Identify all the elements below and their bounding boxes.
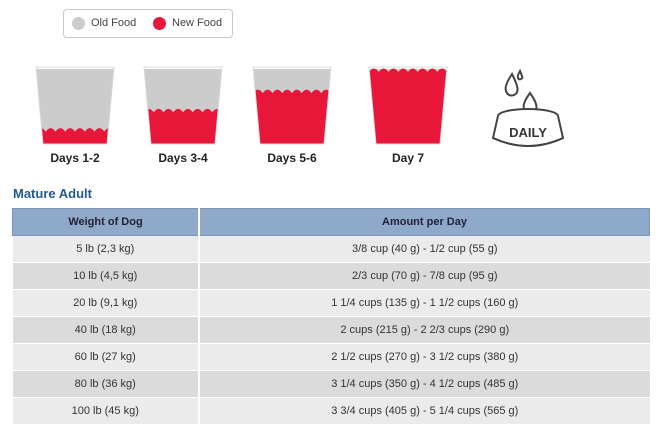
amount-cell: 3 3/4 cups (405 g) - 5 1/4 cups (565 g) <box>199 397 650 425</box>
section-title: Mature Adult <box>13 186 92 201</box>
old-food-swatch <box>72 17 85 30</box>
weight-cell: 5 lb (2,3 kg) <box>12 235 200 263</box>
cup-outline <box>252 66 332 145</box>
day-label-2: Days 3-4 <box>158 151 208 165</box>
food-legend: Old Food New Food <box>63 9 233 38</box>
weight-cell: 10 lb (4,5 kg) <box>12 262 200 290</box>
table-row: 100 lb (45 kg) 3 3/4 cups (405 g) - 5 1/… <box>12 397 650 425</box>
day-label-3: Days 5-6 <box>267 151 317 165</box>
amount-cell: 3 1/4 cups (350 g) - 4 1/2 cups (485 g) <box>199 370 650 398</box>
food-cup-2 <box>143 66 223 145</box>
daily-icon-text: DAILY <box>509 125 547 140</box>
food-cup-4 <box>368 66 448 145</box>
amount-cell: 3/8 cup (40 g) - 1/2 cup (55 g) <box>199 235 650 263</box>
daily-bowl-icon <box>491 68 565 147</box>
new-food-fill <box>369 68 447 144</box>
old-food-label: Old Food <box>91 17 137 29</box>
weight-cell: 40 lb (18 kg) <box>12 316 200 344</box>
food-cup-3 <box>252 66 332 145</box>
amount-cell: 2/3 cup (70 g) - 7/8 cup (95 g) <box>199 262 650 290</box>
new-food-fill <box>144 108 222 144</box>
header-amount: Amount per Day <box>198 208 650 236</box>
transition-illustration: DAILY <box>35 66 565 147</box>
table-row: 10 lb (4,5 kg) 2/3 cup (70 g) - 7/8 cup … <box>12 262 650 290</box>
food-cup-1 <box>35 66 115 145</box>
cup-outline <box>35 66 115 145</box>
amount-cell: 2 cups (215 g) - 2 2/3 cups (290 g) <box>199 316 650 344</box>
header-weight: Weight of Dog <box>12 208 200 236</box>
amount-cell: 2 1/2 cups (270 g) - 3 1/2 cups (380 g) <box>199 343 650 371</box>
table-row: 80 lb (36 kg) 3 1/4 cups (350 g) - 4 1/2… <box>12 370 650 398</box>
day-label-1: Days 1-2 <box>50 151 100 165</box>
weight-cell: 20 lb (9,1 kg) <box>12 289 200 317</box>
cup-outline <box>368 66 448 145</box>
weight-cell: 60 lb (27 kg) <box>12 343 200 371</box>
weight-cell: 100 lb (45 kg) <box>12 397 200 425</box>
new-food-fill <box>253 89 331 144</box>
cup-outline <box>143 66 223 145</box>
weight-cell: 80 lb (36 kg) <box>12 370 200 398</box>
new-food-label: New Food <box>172 17 223 29</box>
feeding-table: Weight of Dog Amount per Day 5 lb (2,3 k… <box>12 208 650 425</box>
table-row: 5 lb (2,3 kg) 3/8 cup (40 g) - 1/2 cup (… <box>12 235 650 263</box>
table-row: 40 lb (18 kg) 2 cups (215 g) - 2 2/3 cup… <box>12 316 650 344</box>
water-drop-icon <box>516 68 524 81</box>
new-food-fill <box>36 128 114 144</box>
amount-cell: 1 1/4 cups (135 g) - 1 1/2 cups (160 g) <box>199 289 650 317</box>
water-drop-icon <box>504 72 519 97</box>
day-label-4: Day 7 <box>391 151 425 165</box>
new-food-swatch <box>153 17 166 30</box>
table-header-row: Weight of Dog Amount per Day <box>12 208 650 236</box>
table-row: 60 lb (27 kg) 2 1/2 cups (270 g) - 3 1/2… <box>12 343 650 371</box>
table-row: 20 lb (9,1 kg) 1 1/4 cups (135 g) - 1 1/… <box>12 289 650 317</box>
